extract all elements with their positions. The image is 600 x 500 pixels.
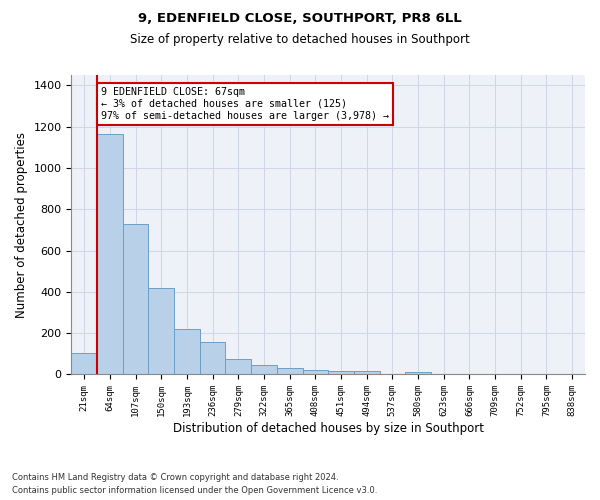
Text: 9 EDENFIELD CLOSE: 67sqm
← 3% of detached houses are smaller (125)
97% of semi-d: 9 EDENFIELD CLOSE: 67sqm ← 3% of detache… bbox=[101, 88, 389, 120]
Bar bbox=[71, 353, 97, 374]
Bar bbox=[354, 372, 380, 374]
Bar bbox=[328, 372, 354, 374]
Text: Contains HM Land Registry data © Crown copyright and database right 2024.: Contains HM Land Registry data © Crown c… bbox=[12, 474, 338, 482]
Bar bbox=[302, 370, 328, 374]
Bar bbox=[405, 372, 431, 374]
Bar bbox=[277, 368, 302, 374]
Bar bbox=[123, 224, 148, 374]
Bar bbox=[174, 330, 200, 374]
Text: 9, EDENFIELD CLOSE, SOUTHPORT, PR8 6LL: 9, EDENFIELD CLOSE, SOUTHPORT, PR8 6LL bbox=[138, 12, 462, 26]
Text: Size of property relative to detached houses in Southport: Size of property relative to detached ho… bbox=[130, 32, 470, 46]
Bar bbox=[97, 134, 123, 374]
Bar bbox=[200, 342, 226, 374]
Bar bbox=[148, 288, 174, 374]
Bar bbox=[226, 360, 251, 374]
Bar bbox=[251, 364, 277, 374]
X-axis label: Distribution of detached houses by size in Southport: Distribution of detached houses by size … bbox=[173, 422, 484, 435]
Y-axis label: Number of detached properties: Number of detached properties bbox=[15, 132, 28, 318]
Text: Contains public sector information licensed under the Open Government Licence v3: Contains public sector information licen… bbox=[12, 486, 377, 495]
